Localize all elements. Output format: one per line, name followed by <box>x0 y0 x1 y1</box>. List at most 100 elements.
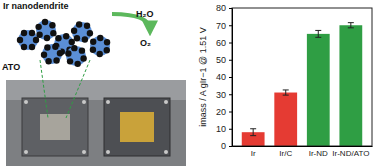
ir-dendrite <box>45 58 51 64</box>
ir-dendrite <box>35 24 41 30</box>
ir-dendrite <box>87 30 93 36</box>
y-tick: 30 <box>216 90 232 100</box>
y-tick-label: 70 <box>216 21 226 31</box>
y-tick: 10 <box>216 124 232 134</box>
error-line <box>350 23 351 28</box>
y-tick-label: 30 <box>216 90 226 100</box>
error-cap <box>250 135 256 136</box>
bar <box>307 34 330 146</box>
ir-dendrite <box>50 30 56 36</box>
ir-dendrite <box>44 35 50 41</box>
ir-dendrite <box>57 50 63 56</box>
y-tick-label: 10 <box>216 124 226 134</box>
screw <box>24 100 28 104</box>
ir-dendrite <box>53 57 59 63</box>
x-tick-label: Ir-ND <box>309 149 328 158</box>
plot-frame <box>232 8 372 146</box>
error-line <box>318 30 319 37</box>
photo-shade <box>6 80 186 100</box>
y-tick-mark <box>229 8 232 9</box>
screw <box>82 100 86 104</box>
bar <box>339 25 362 146</box>
error-cap <box>348 22 354 23</box>
error-cap <box>315 30 321 31</box>
ir-dendrite <box>29 30 35 36</box>
y-tick-mark <box>229 112 232 113</box>
ir-dendrite <box>52 44 58 50</box>
screw <box>82 150 86 154</box>
y-tick: 0 <box>221 141 232 151</box>
ir-dendrite <box>84 23 90 29</box>
bar <box>274 93 297 146</box>
y-tick-label: 60 <box>216 38 226 48</box>
ir-dendrite <box>49 22 55 28</box>
y-axis: 0 10 20 30 40 50 60 70 80 <box>216 3 233 151</box>
screw <box>106 100 110 104</box>
ir-dendrite <box>74 61 80 67</box>
ir-dendrite <box>21 44 27 50</box>
screw <box>24 150 28 154</box>
ir-dendrite <box>82 36 88 42</box>
y-tick-label: 40 <box>216 72 226 82</box>
y-tick-mark <box>229 129 232 130</box>
error-cap <box>250 128 256 129</box>
y-tick: 20 <box>216 107 232 117</box>
screw <box>164 100 168 104</box>
y-tick: 70 <box>216 21 232 31</box>
error-cap <box>283 89 289 90</box>
x-axis: Ir Ir/C Ir-ND Ir-ND/ATO <box>233 146 373 158</box>
y-tick-mark <box>229 94 232 95</box>
y-tick-label: 0 <box>221 141 226 151</box>
ir-dendrite <box>71 28 77 34</box>
error-cap <box>283 95 289 96</box>
y-tick-label: 80 <box>216 3 226 13</box>
ir-dendrite <box>90 39 96 45</box>
ir-dendrite <box>21 30 27 36</box>
bars <box>242 23 362 146</box>
x-tick-label: Ir <box>251 149 256 158</box>
zoom-line <box>40 60 48 118</box>
y-tick-label: 50 <box>216 55 226 65</box>
y-tick-mark <box>229 77 232 78</box>
annotation: O₂ <box>140 38 151 48</box>
x-tick-label: Ir-ND/ATO <box>332 149 369 158</box>
ir-dendrite <box>69 39 75 45</box>
device-gold <box>120 112 154 142</box>
error-bar <box>315 30 321 37</box>
x-tick-label: Ir/C <box>279 149 292 158</box>
zoom-line <box>66 60 90 118</box>
ir-dendrite <box>41 51 47 57</box>
ir-dendrite <box>80 55 86 61</box>
ir-dendrite <box>33 37 39 43</box>
annotation: H₂O <box>136 9 154 19</box>
y-tick: 80 <box>216 3 232 13</box>
ir-dendrite <box>17 37 23 43</box>
error-bar <box>283 90 289 95</box>
ir-dendrite <box>104 47 110 53</box>
x-tick: Ir <box>251 146 256 158</box>
ir-dendrite <box>44 44 50 50</box>
ir-dendrite <box>104 39 110 45</box>
ir-dendrite <box>42 19 48 25</box>
y-tick: 50 <box>216 55 232 65</box>
screw <box>106 150 110 154</box>
x-tick: Ir-ND/ATO <box>332 146 369 158</box>
ir-dendrite <box>67 58 73 64</box>
ir-dendrite <box>65 50 71 56</box>
ir-dendrite <box>55 35 61 41</box>
ir-dendrite <box>79 47 85 53</box>
canvas: Ir nanodendrite ATO H₂O O₂ 0 10 20 30 40 50 60 70 80… <box>0 0 378 168</box>
annotation: Ir nanodendrite <box>3 1 69 11</box>
error-line <box>285 90 286 95</box>
device <box>22 98 88 156</box>
annotation: ATO <box>2 62 20 72</box>
ir-dendrite <box>29 44 35 50</box>
ir-dendrite <box>90 47 96 53</box>
illustration <box>6 14 186 166</box>
y-axis-title: imass / A gIr−1 @ 1.51 V <box>198 27 208 126</box>
y-tick-label: 20 <box>216 107 226 117</box>
ir-dendrite <box>71 45 77 51</box>
photo <box>6 80 186 166</box>
error-bar <box>250 129 256 136</box>
error-cap <box>348 27 354 28</box>
